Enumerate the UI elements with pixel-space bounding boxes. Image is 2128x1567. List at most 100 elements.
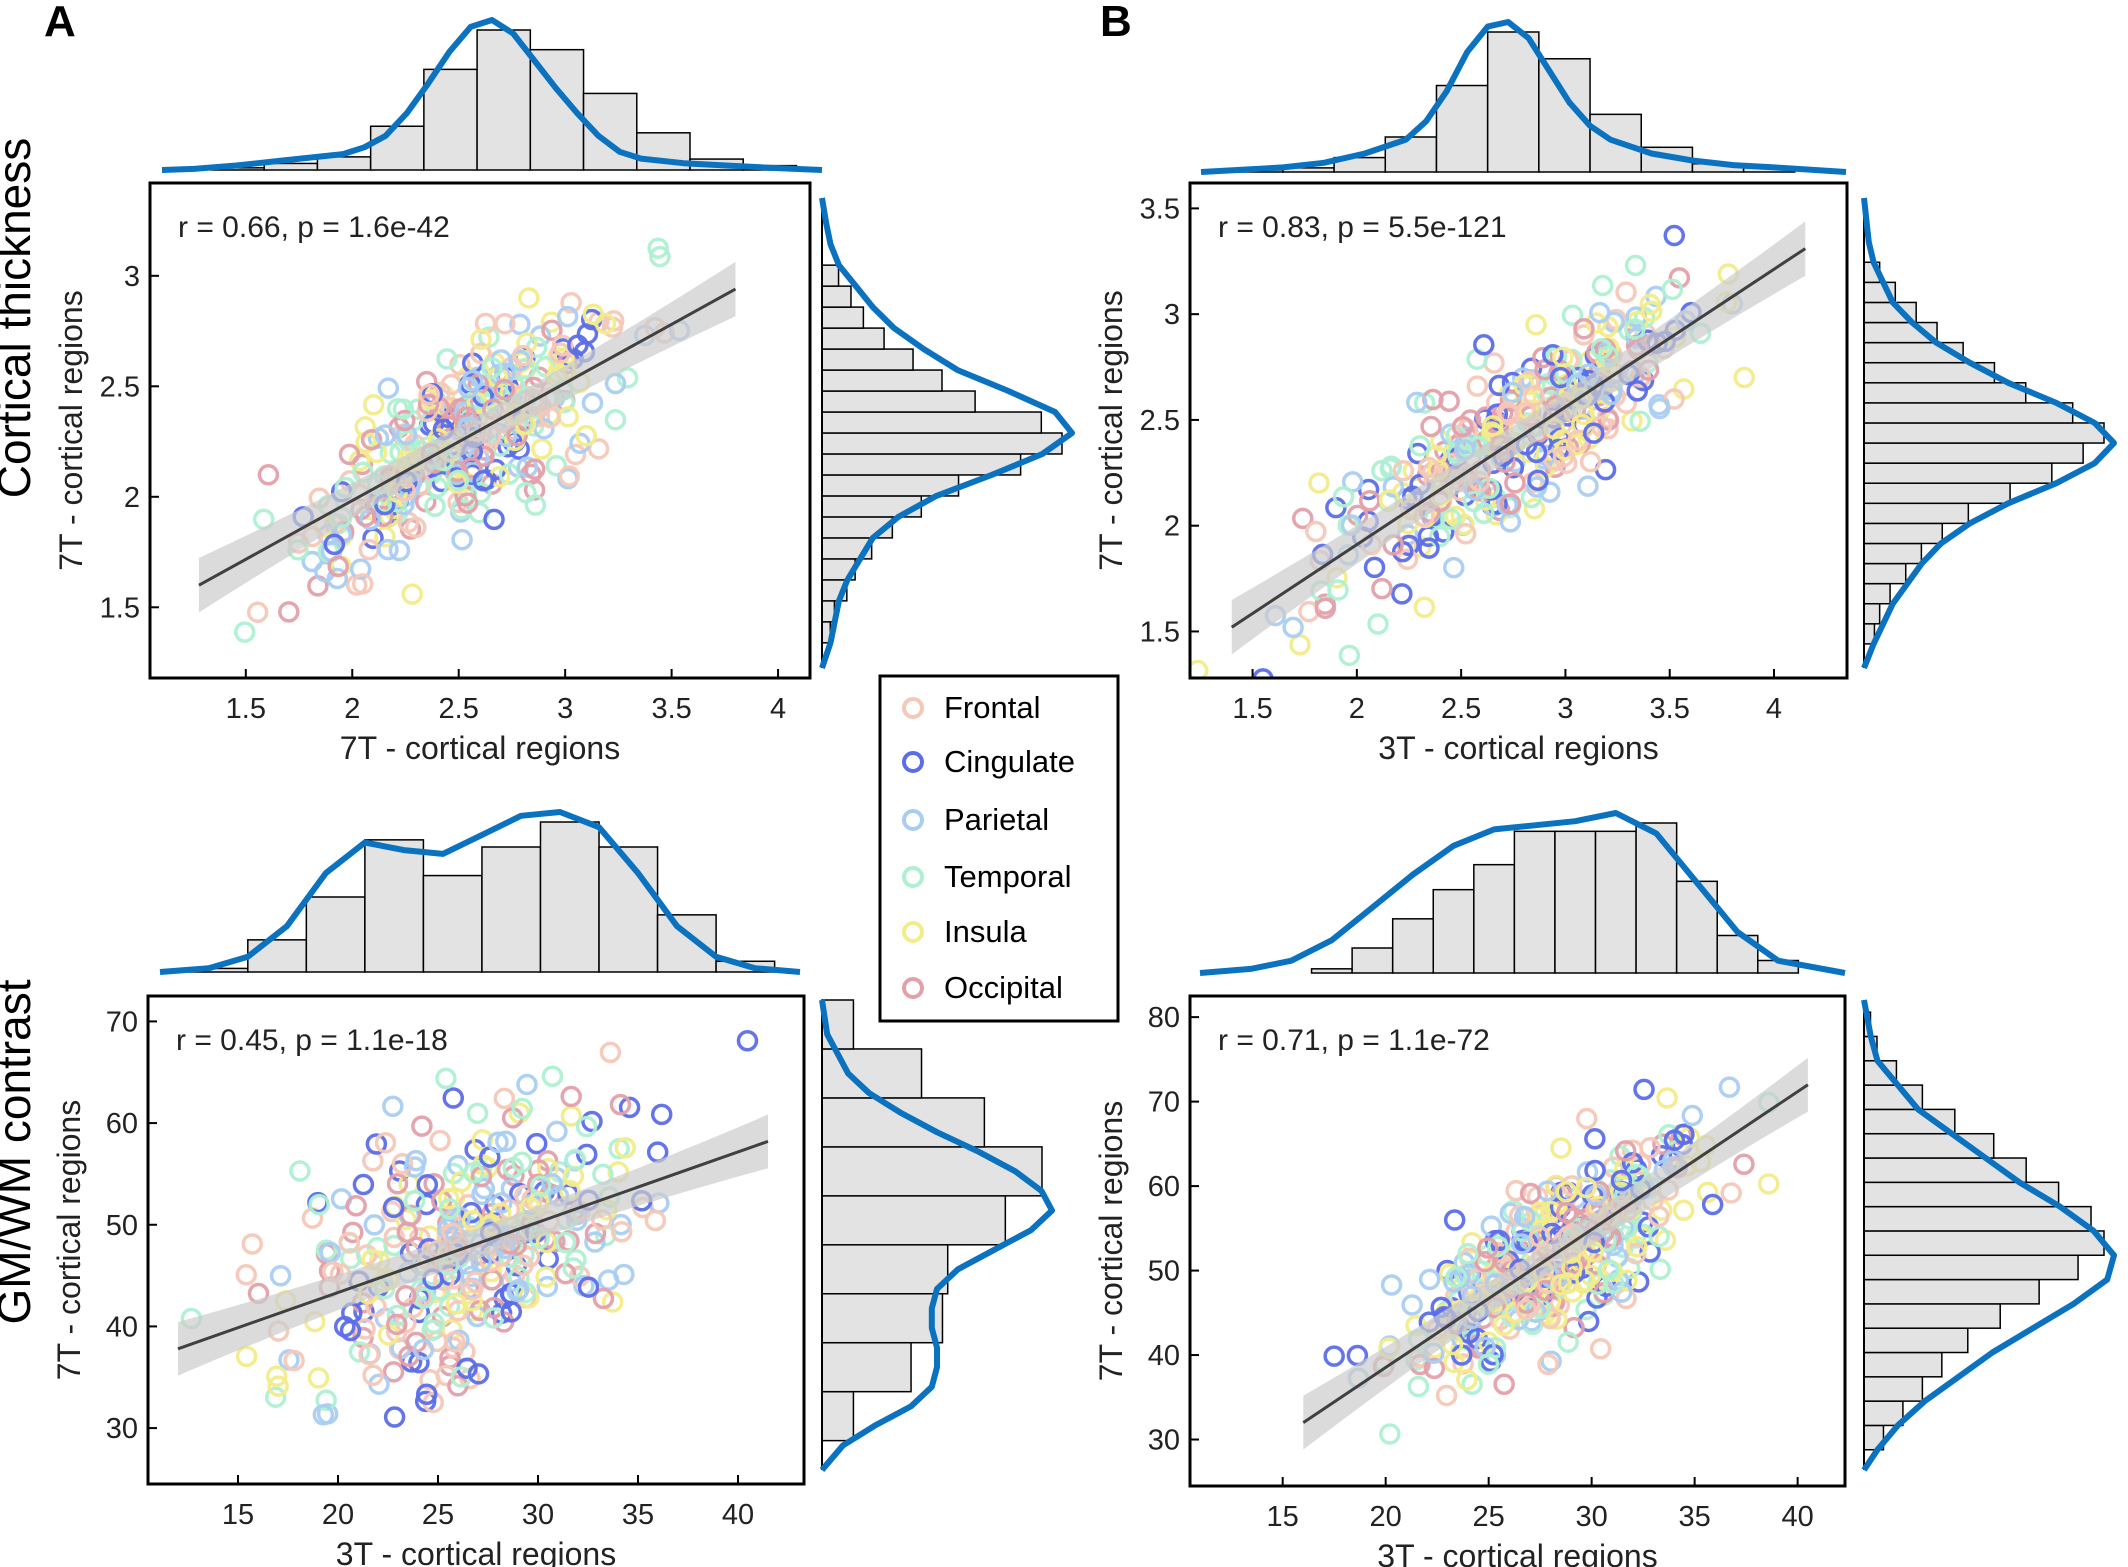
scatter-point	[558, 465, 581, 487]
scatter-point	[470, 328, 492, 351]
y-tick-label: 60	[106, 1108, 138, 1140]
top-hist-bar	[422, 874, 483, 973]
scatter-point	[509, 313, 531, 336]
top-hist-bar	[1513, 830, 1556, 974]
scatter-point	[1456, 1369, 1478, 1391]
right-hist-bar	[1863, 462, 2053, 484]
top-hist-bar	[1351, 947, 1394, 974]
right-hist-bar	[1863, 382, 2027, 404]
scatter-point	[1663, 388, 1685, 410]
right-hist-bar	[821, 390, 976, 413]
scatter-point	[1648, 397, 1671, 420]
scatter-point	[1681, 1104, 1704, 1127]
scatter-point	[392, 398, 415, 420]
y-axis-label: 7T - cortical regions	[53, 290, 89, 570]
scatter-point	[541, 1065, 564, 1088]
y-axis-label: 7T - cortical regions	[1093, 1101, 1129, 1381]
scatter-point	[1327, 579, 1349, 601]
scatter-point	[541, 1173, 563, 1195]
correlation-annotation: r = 0.71, p = 1.1e-72	[1218, 1024, 1490, 1057]
scatter-point	[560, 1085, 582, 1108]
scatter-point	[560, 292, 582, 314]
right-kde-curve	[1861, 197, 2117, 670]
y-tick-label: 70	[1148, 1087, 1180, 1119]
scatter-point	[1291, 507, 1314, 530]
scatter-point	[1661, 278, 1684, 301]
scatter-point	[362, 1150, 384, 1172]
scatter-point	[395, 1208, 417, 1231]
panel-B-thickness: 1.5 2 2.5 3 3.5 4 1.5 2 2.5 3 3.5 3T - cortical reg…	[1093, 19, 2117, 766]
right-hist-bar	[821, 1195, 1007, 1246]
scatter-point	[556, 305, 579, 328]
legend-item-occipital: Occipital	[902, 970, 1063, 1005]
scatter-point	[1673, 1123, 1695, 1145]
scatter-point	[419, 1369, 441, 1391]
scatter-point	[535, 1266, 557, 1288]
scatter-point	[531, 438, 553, 460]
y-tick-label: 70	[106, 1006, 138, 1038]
scatter-point	[1589, 1337, 1612, 1360]
fit-line	[1230, 247, 1807, 629]
scatter-point	[1624, 254, 1647, 277]
scatter-point	[307, 1367, 330, 1389]
scatter-point	[1407, 1375, 1430, 1398]
scatter-point	[473, 445, 495, 467]
x-axis-label: 3T - cortical regions	[1377, 1538, 1657, 1567]
right-hist-bar	[821, 1341, 912, 1393]
scatter-point	[1391, 583, 1413, 605]
scatter-point	[562, 1257, 585, 1279]
right-hist-bar	[821, 348, 914, 371]
legend: Frontal Cingulate Parietal Temporal Insu…	[878, 674, 1120, 1023]
scatter-point	[1720, 1182, 1742, 1204]
right-hist-bar	[821, 432, 1063, 455]
y-tick-label: 2	[124, 482, 140, 514]
x-tick-label: 3.5	[651, 693, 691, 725]
scatter-point	[403, 1189, 426, 1212]
scatter-point	[483, 508, 505, 531]
right-hist-bar	[1863, 1376, 1924, 1402]
right-hist-bar	[821, 285, 852, 308]
correlation-annotation: r = 0.45, p = 1.1e-18	[176, 1024, 448, 1057]
y-tick-label: 3	[1164, 299, 1180, 331]
scatter-point	[1540, 1200, 1562, 1223]
scatter-point	[442, 1087, 465, 1109]
legend-marker-cingulate	[902, 751, 924, 773]
scatter-point	[451, 528, 473, 551]
scatter-point	[567, 334, 589, 356]
scatter-point	[395, 1285, 417, 1307]
scatter-point	[362, 394, 385, 416]
legend-box	[878, 674, 1120, 1023]
scatter-point	[575, 1115, 598, 1138]
top-histogram	[1200, 19, 1847, 175]
right-hist-bar	[821, 327, 885, 350]
scatter-point	[1473, 334, 1495, 356]
scatter-point	[416, 1173, 439, 1196]
scatter-point	[1552, 346, 1574, 368]
scatter-point	[516, 1073, 538, 1096]
scatter-point	[1314, 597, 1337, 620]
x-tick-label: 3.5	[1650, 693, 1690, 725]
scatter-point	[423, 1312, 445, 1335]
scatter-point	[377, 538, 399, 561]
scatter-point	[1445, 1266, 1467, 1288]
y-axis-label: 7T - cortical regions	[51, 1100, 87, 1380]
scatter-point	[462, 369, 484, 392]
y-axis-label: 7T - cortical regions	[1093, 290, 1129, 570]
scatter-point	[1573, 324, 1595, 346]
y-tick-label: 40	[106, 1311, 138, 1343]
scatter-point	[415, 1383, 438, 1406]
scatter-point	[456, 492, 479, 514]
scatter-point	[1398, 534, 1420, 557]
x-axis-label: 3T - cortical regions	[1378, 730, 1658, 766]
scatter-point	[1477, 1237, 1499, 1259]
scatter-point	[604, 372, 627, 395]
right-hist-bar	[821, 264, 840, 287]
scatter-point	[417, 393, 440, 416]
scatter-point	[412, 1338, 435, 1361]
scatter-point	[1477, 1353, 1500, 1375]
fit-line	[1302, 1083, 1809, 1424]
scatter-point	[1584, 1159, 1606, 1182]
axes-box	[1188, 994, 1847, 1488]
scatter-point	[301, 550, 323, 573]
scatter-point	[1519, 1182, 1542, 1205]
